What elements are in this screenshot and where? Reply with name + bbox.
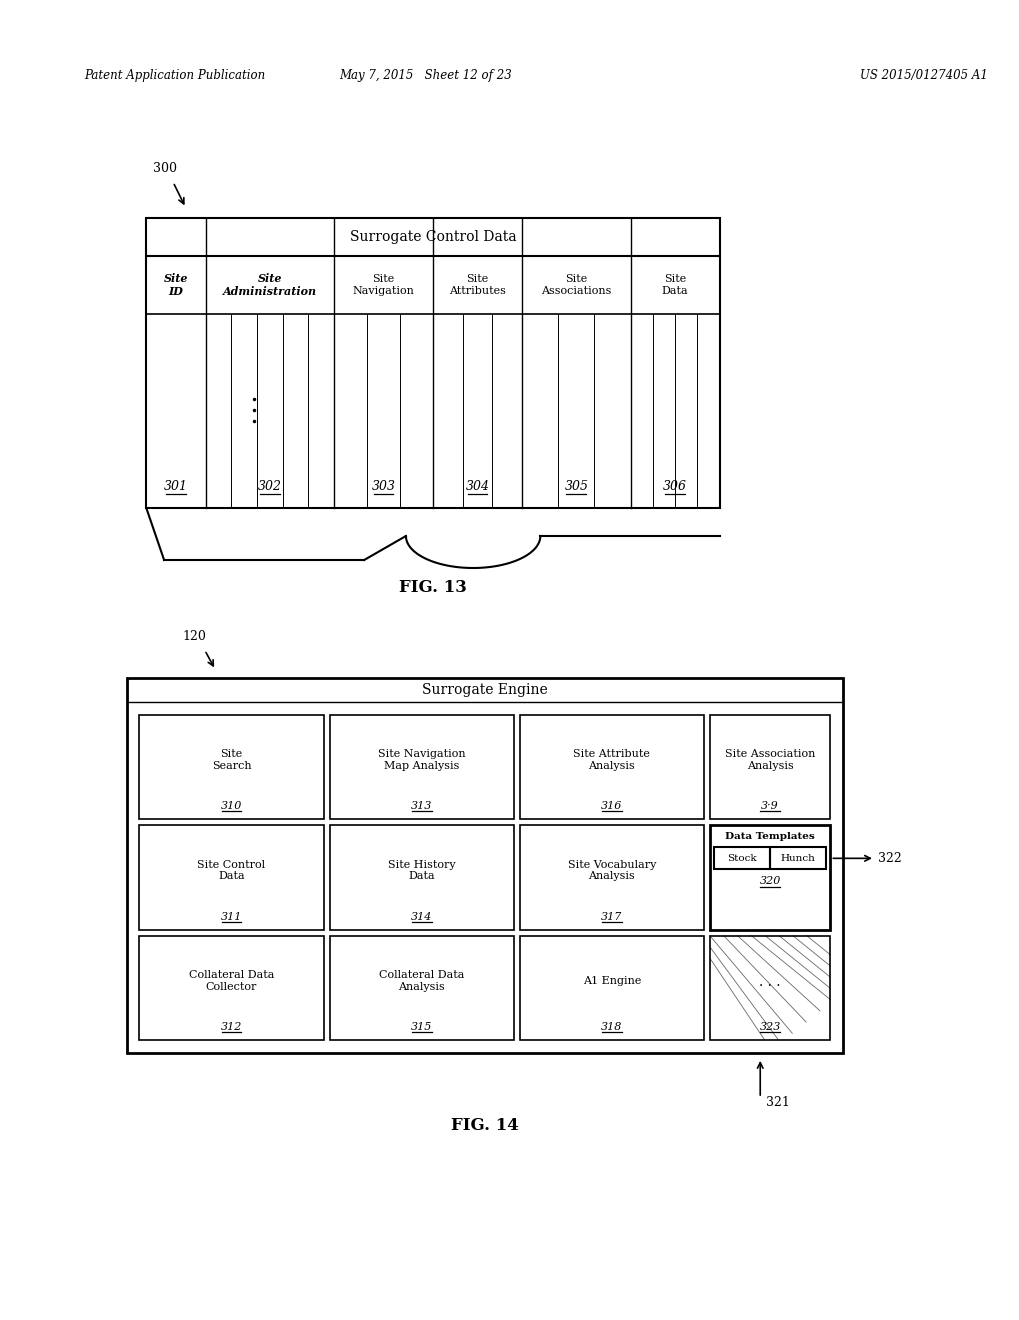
Text: 301: 301 [164, 479, 187, 492]
Text: 310: 310 [220, 801, 242, 812]
Text: Site
Navigation: Site Navigation [353, 275, 414, 296]
Text: Collateral Data
Collector: Collateral Data Collector [189, 970, 274, 991]
Text: 314: 314 [411, 912, 432, 921]
Text: Site History
Data: Site History Data [387, 859, 455, 882]
Text: Site Association
Analysis: Site Association Analysis [725, 750, 814, 771]
Text: Data Templates: Data Templates [725, 832, 814, 841]
Bar [519, 715, 703, 820]
Text: 316: 316 [600, 801, 622, 812]
Bar [140, 936, 323, 1040]
Text: Site Attribute
Analysis: Site Attribute Analysis [573, 750, 649, 771]
Text: 315: 315 [411, 1022, 432, 1032]
Text: US 2015/0127405 A1: US 2015/0127405 A1 [859, 69, 987, 82]
Text: 318: 318 [600, 1022, 622, 1032]
Text: 303: 303 [371, 479, 395, 492]
Text: 317: 317 [600, 912, 622, 921]
Text: 313: 313 [411, 801, 432, 812]
Bar [519, 825, 703, 929]
Text: 3·9: 3·9 [760, 801, 779, 812]
Bar [769, 847, 825, 870]
Text: 321: 321 [765, 1097, 790, 1110]
Text: Patent Application Publication: Patent Application Publication [84, 69, 265, 82]
Text: Site Vocabulary
Analysis: Site Vocabulary Analysis [567, 859, 655, 882]
Text: 311: 311 [220, 912, 242, 921]
Text: 322: 322 [877, 851, 901, 865]
Text: May 7, 2015   Sheet 12 of 23: May 7, 2015 Sheet 12 of 23 [338, 69, 511, 82]
Text: Hunch: Hunch [781, 854, 815, 863]
Bar [140, 715, 323, 820]
Text: 312: 312 [220, 1022, 242, 1032]
Text: Site
Data: Site Data [661, 275, 688, 296]
Bar [713, 847, 769, 870]
Bar [709, 936, 829, 1040]
Text: Collateral Data
Analysis: Collateral Data Analysis [379, 970, 464, 991]
Text: FIG. 14: FIG. 14 [450, 1117, 519, 1134]
Text: Site Navigation
Map Analysis: Site Navigation Map Analysis [377, 750, 465, 771]
Text: Site Control
Data: Site Control Data [198, 859, 265, 882]
Text: . . .: . . . [758, 975, 781, 989]
Bar [329, 715, 514, 820]
Text: Surrogate Control Data: Surrogate Control Data [350, 230, 516, 244]
Text: FIG. 13: FIG. 13 [398, 579, 467, 597]
Bar [140, 825, 323, 929]
Text: 323: 323 [759, 1022, 780, 1032]
Bar [329, 936, 514, 1040]
Bar [146, 218, 719, 508]
Text: 320: 320 [759, 876, 780, 886]
Text: 304: 304 [465, 479, 489, 492]
Text: Site
Search: Site Search [212, 750, 251, 771]
Bar [709, 715, 829, 820]
Bar [519, 936, 703, 1040]
Text: A1 Engine: A1 Engine [582, 975, 640, 986]
Bar [709, 936, 829, 1040]
Bar [126, 678, 843, 1053]
Bar [329, 825, 514, 929]
Bar [709, 825, 829, 929]
Text: Site
Associations: Site Associations [541, 275, 611, 296]
Text: Site
Administration: Site Administration [222, 273, 317, 297]
Text: Site
Attributes: Site Attributes [448, 275, 505, 296]
Text: 302: 302 [258, 479, 281, 492]
Text: 306: 306 [662, 479, 687, 492]
Text: 300: 300 [153, 161, 177, 174]
Text: 120: 120 [182, 630, 207, 643]
Text: Surrogate Engine: Surrogate Engine [422, 682, 547, 697]
Text: Stock: Stock [727, 854, 756, 863]
Text: 305: 305 [564, 479, 588, 492]
Text: Site
ID: Site ID [164, 273, 189, 297]
